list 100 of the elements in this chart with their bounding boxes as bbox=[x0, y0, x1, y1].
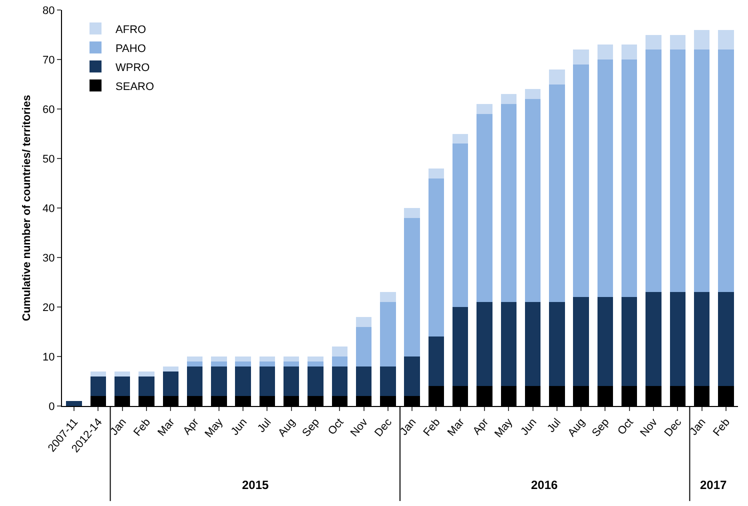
x-tick-label: Sep bbox=[590, 416, 612, 440]
bar bbox=[646, 50, 662, 292]
bar bbox=[670, 50, 686, 292]
bar bbox=[235, 366, 251, 396]
x-tick-label: Nov bbox=[348, 416, 371, 440]
text: 2017 bbox=[700, 478, 728, 492]
bar bbox=[694, 292, 710, 386]
bar bbox=[452, 144, 468, 307]
bar bbox=[670, 34, 686, 50]
x-tick-label: Feb bbox=[132, 416, 154, 439]
y-tick-label: 10 bbox=[42, 351, 55, 364]
bar bbox=[380, 366, 396, 396]
y-tick-label: 50 bbox=[42, 153, 55, 166]
bar bbox=[549, 84, 565, 302]
bar bbox=[718, 30, 734, 50]
bar bbox=[162, 366, 178, 372]
bar bbox=[186, 361, 203, 366]
bar bbox=[452, 307, 468, 386]
bar bbox=[694, 30, 710, 50]
bar bbox=[476, 302, 492, 386]
bar bbox=[476, 114, 492, 302]
bar bbox=[500, 94, 516, 104]
bar bbox=[646, 34, 662, 50]
x-tick-label: Mar bbox=[445, 416, 468, 439]
bar bbox=[404, 356, 420, 396]
bar bbox=[284, 366, 300, 396]
bar bbox=[428, 336, 444, 386]
x-tick-label: Sep bbox=[300, 416, 322, 440]
y-axis-title: Cumulative number of countries/ territories bbox=[21, 94, 33, 322]
x-tick-label: Nov bbox=[638, 416, 660, 440]
bar bbox=[356, 366, 372, 396]
x-tick-label: Jun bbox=[228, 416, 250, 438]
bar bbox=[66, 401, 82, 406]
x-tick-label: Aug bbox=[566, 416, 588, 440]
x-tick-label: Apr bbox=[470, 416, 492, 438]
bar bbox=[718, 292, 734, 386]
x-tick-label: Jan bbox=[688, 416, 708, 438]
bar bbox=[404, 208, 420, 218]
text: 2016 bbox=[531, 478, 558, 492]
bar bbox=[90, 376, 106, 396]
y-tick-label: 40 bbox=[42, 202, 55, 215]
bar bbox=[646, 292, 662, 386]
bar bbox=[332, 346, 348, 356]
y-tick-label: 60 bbox=[42, 104, 55, 116]
bar bbox=[138, 371, 154, 376]
x-tick-label: Feb bbox=[711, 416, 732, 439]
bar bbox=[186, 356, 203, 362]
bar bbox=[332, 356, 348, 366]
bar bbox=[524, 302, 541, 386]
bar bbox=[622, 60, 638, 298]
bar bbox=[259, 361, 276, 366]
bar bbox=[597, 60, 614, 298]
bar bbox=[500, 302, 516, 386]
bar bbox=[718, 50, 734, 292]
bar bbox=[428, 178, 444, 337]
y-tick-label: 0 bbox=[48, 400, 55, 413]
bar bbox=[670, 292, 686, 386]
bar bbox=[597, 44, 614, 60]
bar bbox=[476, 104, 492, 114]
x-tick-label: Oct bbox=[326, 416, 346, 438]
bar bbox=[259, 356, 276, 362]
bar bbox=[114, 371, 130, 376]
bar bbox=[308, 366, 324, 396]
bar bbox=[90, 371, 106, 376]
bar bbox=[138, 376, 154, 396]
bar bbox=[332, 366, 348, 396]
text: 2015 bbox=[242, 478, 270, 492]
bar bbox=[259, 366, 276, 396]
bar bbox=[573, 297, 589, 386]
bar bbox=[308, 361, 324, 366]
legend-label: PAHO bbox=[116, 42, 146, 55]
bar bbox=[549, 302, 565, 386]
x-tick-label: Feb bbox=[421, 416, 443, 439]
bar bbox=[114, 376, 130, 396]
bar bbox=[284, 361, 300, 366]
bar bbox=[380, 292, 396, 302]
bar bbox=[549, 69, 565, 84]
bar bbox=[211, 366, 227, 396]
bar bbox=[356, 316, 372, 327]
x-tick-label: Aug bbox=[276, 416, 298, 440]
bar bbox=[452, 134, 468, 144]
bar bbox=[211, 361, 227, 366]
bar bbox=[186, 366, 203, 396]
x-tick-label: Mar bbox=[156, 416, 178, 439]
x-tick-label: Oct bbox=[616, 416, 636, 438]
bar bbox=[211, 356, 227, 362]
bar bbox=[235, 356, 251, 362]
legend-label: AFRO bbox=[116, 24, 147, 36]
x-tick-label: Dec bbox=[372, 416, 395, 440]
y-tick-label: 30 bbox=[42, 252, 55, 264]
y-tick-label: 20 bbox=[42, 302, 55, 314]
bar bbox=[162, 371, 178, 396]
bar bbox=[428, 168, 444, 178]
bar bbox=[284, 356, 300, 362]
x-tick-label: Dec bbox=[662, 416, 684, 440]
y-tick-label: 70 bbox=[42, 54, 55, 66]
bar bbox=[597, 297, 614, 386]
bar bbox=[380, 302, 396, 366]
bar bbox=[524, 89, 541, 100]
y-tick-label: 80 bbox=[42, 4, 55, 17]
